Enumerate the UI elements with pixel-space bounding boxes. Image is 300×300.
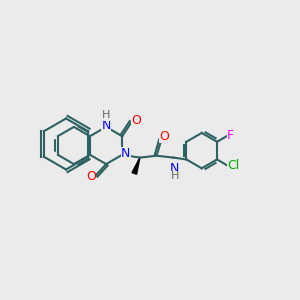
Text: F: F bbox=[227, 129, 234, 142]
Text: N: N bbox=[170, 162, 180, 175]
Text: O: O bbox=[86, 170, 96, 183]
Text: Cl: Cl bbox=[227, 159, 239, 172]
Text: O: O bbox=[131, 114, 141, 127]
Polygon shape bbox=[132, 158, 140, 174]
Text: H: H bbox=[171, 171, 179, 181]
Text: N: N bbox=[121, 147, 130, 160]
Text: H: H bbox=[102, 110, 110, 121]
Text: O: O bbox=[159, 130, 169, 143]
Text: N: N bbox=[101, 119, 111, 132]
